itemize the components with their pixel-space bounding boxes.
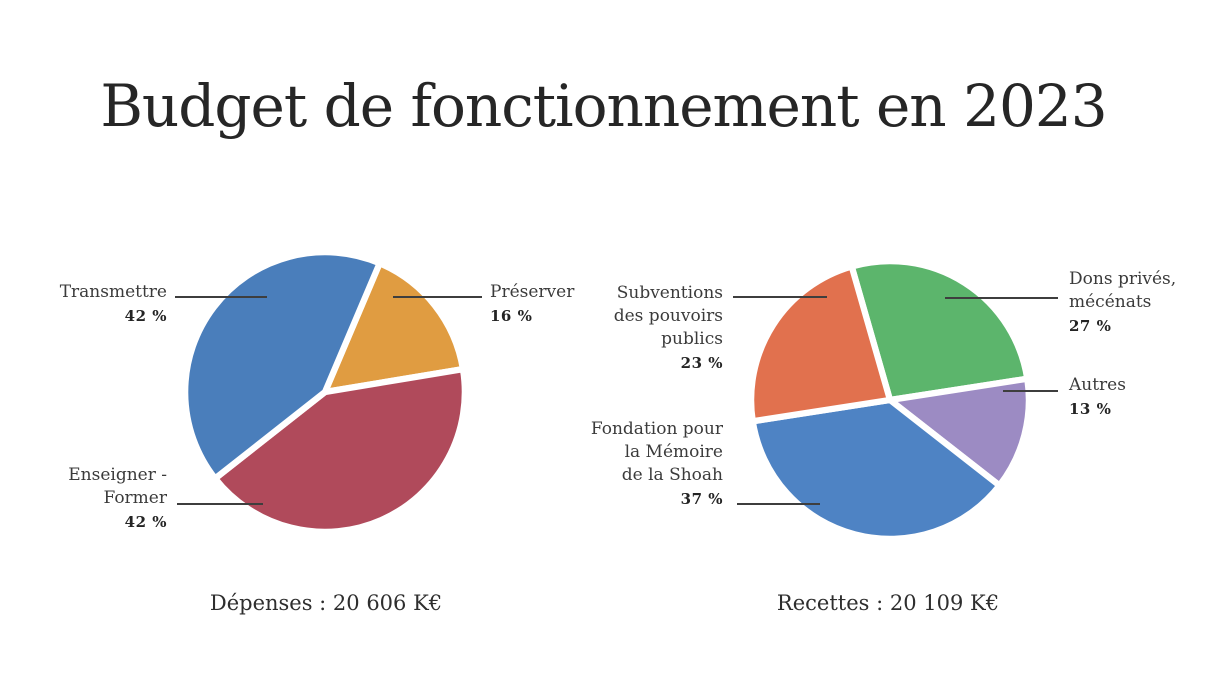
label-subventions-line3: publics bbox=[661, 329, 723, 349]
recettes-slice-1 bbox=[886, 375, 1032, 489]
callout-line-enseigner bbox=[177, 503, 263, 505]
callout-line-fondation bbox=[737, 503, 820, 505]
label-transmettre-text: Transmettre bbox=[59, 282, 167, 302]
label-fondation: Fondation pour la Mémoire de la Shoah 37… bbox=[563, 418, 723, 511]
depenses-slice-0 bbox=[321, 260, 467, 396]
label-autres-text: Autres bbox=[1069, 375, 1126, 395]
depenses-caption: Dépenses : 20 606 K€ bbox=[209, 591, 443, 615]
label-enseigner-line2: Former bbox=[103, 488, 167, 508]
label-transmettre: Transmettre 42 % bbox=[7, 281, 167, 328]
label-fondation-line3: de la Shoah bbox=[621, 465, 723, 485]
callout-line-subventions bbox=[733, 296, 827, 298]
label-preserver-text: Préserver bbox=[490, 282, 575, 302]
callout-line-autres bbox=[1003, 390, 1058, 392]
label-autres-pct: 13 % bbox=[1069, 400, 1112, 418]
recettes-pie-chart bbox=[748, 258, 1032, 542]
depenses-slice-1 bbox=[211, 366, 468, 535]
depenses-slice-2 bbox=[182, 249, 383, 482]
label-dons-line2: mécénats bbox=[1069, 292, 1152, 312]
callout-line-dons bbox=[945, 297, 1058, 299]
recettes-slice-0 bbox=[848, 258, 1031, 404]
label-enseigner-pct: 42 % bbox=[124, 513, 167, 531]
label-enseigner-former: Enseigner - Former 42 % bbox=[7, 464, 167, 534]
depenses-pie-chart bbox=[182, 249, 468, 535]
label-subventions-line1: Subventions bbox=[616, 283, 723, 303]
label-preserver-pct: 16 % bbox=[490, 307, 533, 325]
label-dons-line1: Dons privés, bbox=[1069, 269, 1177, 289]
callout-line-preserver bbox=[393, 296, 482, 298]
recettes-slice-3 bbox=[748, 263, 894, 425]
label-fondation-line2: la Mémoire bbox=[624, 442, 723, 462]
label-fondation-pct: 37 % bbox=[680, 490, 723, 508]
label-preserver: Préserver 16 % bbox=[490, 281, 620, 328]
recettes-caption: Recettes : 20 109 K€ bbox=[776, 591, 1000, 615]
label-transmettre-pct: 42 % bbox=[124, 307, 167, 325]
label-dons-prives: Dons privés, mécénats 27 % bbox=[1069, 268, 1204, 338]
label-enseigner-line1: Enseigner - bbox=[68, 465, 167, 485]
callout-line-transmettre bbox=[175, 296, 267, 298]
label-fondation-line1: Fondation pour bbox=[590, 419, 723, 439]
label-subventions: Subventions des pouvoirs publics 23 % bbox=[563, 282, 723, 375]
label-dons-pct: 27 % bbox=[1069, 317, 1112, 335]
label-subventions-line2: des pouvoirs bbox=[613, 306, 723, 326]
label-autres: Autres 13 % bbox=[1069, 374, 1189, 421]
label-subventions-pct: 23 % bbox=[680, 354, 723, 372]
page-title: Budget de fonctionnement en 2023 bbox=[100, 72, 1107, 140]
